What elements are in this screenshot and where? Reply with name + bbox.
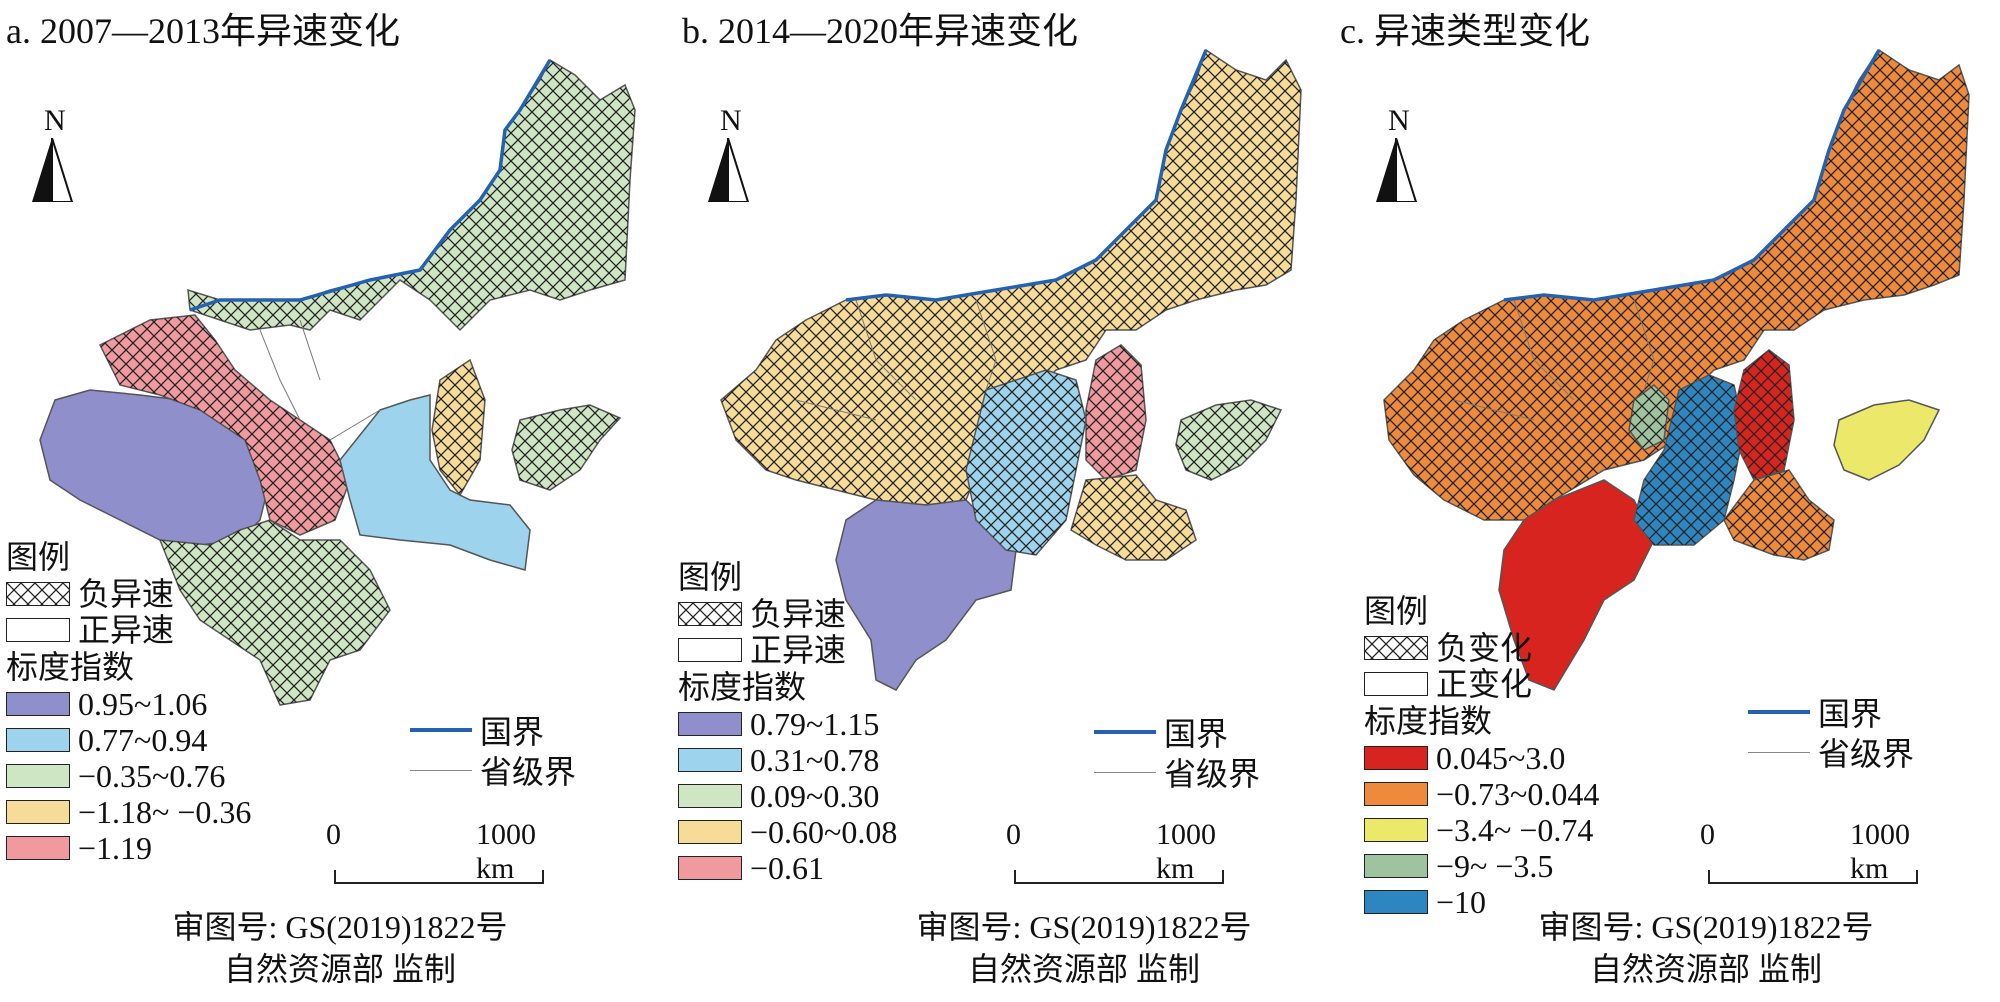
blank-swatch [678, 638, 742, 662]
scalebar-line [1014, 870, 1224, 884]
legend-class: 0.79~1.15 [678, 706, 897, 742]
map-c-svg [1383, 48, 1970, 691]
legend-pattern-hatch: 负异速 [678, 596, 897, 632]
north-arrow: N [30, 104, 80, 208]
region-east-yellow [1833, 399, 1941, 481]
review-number-a: 审图号: GS(2019)1822号 自然资源部 监制 [172, 909, 508, 987]
north-arrow: N [706, 104, 756, 208]
map-b-svg [720, 48, 1302, 691]
legend-class: −0.60~0.08 [678, 814, 897, 850]
national-line-swatch [1748, 710, 1810, 714]
legend-c: 图例 负变化 正变化 标度指数 0.045~3.0 −0.73~0.044 −3… [1364, 592, 1599, 920]
north-arrow-icon [708, 138, 750, 202]
north-arrow-icon [32, 138, 74, 202]
legend-class: −10 [1364, 884, 1599, 920]
legend-class: 0.31~0.78 [678, 742, 897, 778]
legend-class: −1.19 [6, 830, 251, 866]
legend-b: 图例 负异速 正异速 标度指数 0.79~1.15 0.31~0.78 0.09… [678, 558, 897, 886]
boundary-legend-c: 国界 省级界 [1748, 692, 1914, 772]
boundary-legend-a: 国界 省级界 [410, 710, 576, 790]
national-line-swatch [1094, 730, 1156, 734]
legend-pattern-blank: 正异速 [678, 632, 897, 668]
north-label: N [720, 104, 742, 137]
provincial-line-swatch [410, 769, 472, 771]
legend-class: −0.35~0.76 [6, 758, 251, 794]
map-panel-b: b. 2014—2020年异速变化 N 图例 负异速 正异速 标度指数 0.79… [676, 0, 1342, 1002]
blank-swatch [1364, 672, 1428, 696]
hatch-swatch [6, 582, 70, 606]
legend-class: −0.61 [678, 850, 897, 886]
legend-heading: 图例 [6, 539, 71, 575]
legend-pattern-blank: 正变化 [1364, 666, 1599, 702]
scalebar-line [334, 870, 544, 884]
legend-class: −3.4~ −0.74 [1364, 812, 1599, 848]
panel-title: a. 2007—2013年异速变化 [6, 11, 400, 51]
map-panel-c: c. 异速类型变化 N 图例 负变化 正变化 标度指数 0.045~3.0 −0… [1334, 0, 2000, 1002]
legend-class: −0.73~0.044 [1364, 776, 1599, 812]
north-arrow-icon [1376, 138, 1418, 202]
national-border-c [1503, 49, 1881, 302]
legend-pattern-hatch: 负变化 [1364, 630, 1599, 666]
region-south-red [1498, 479, 1655, 691]
hatch-swatch [1364, 636, 1428, 660]
scalebar-c: 0 1000 km [1700, 818, 1940, 888]
boundary-legend-b: 国界 省级界 [1094, 712, 1260, 792]
review-number-c: 审图号: GS(2019)1822号 自然资源部 监制 [1538, 909, 1874, 987]
legend-class: 0.95~1.06 [6, 686, 251, 722]
national-line-swatch [410, 728, 472, 732]
legend-heading: 图例 [1364, 593, 1429, 629]
scalebar-b: 0 1000 km [1006, 818, 1246, 888]
provincial-line-swatch [1748, 751, 1810, 753]
legend-class: −1.18~ −0.36 [6, 794, 251, 830]
scale-heading: 标度指数 [1364, 703, 1493, 739]
scalebar-line [1708, 870, 1918, 884]
region-central-blue [339, 394, 531, 571]
scalebar-a: 0 1000 km [326, 818, 566, 888]
scale-heading: 标度指数 [6, 649, 135, 685]
legend-a: 图例 负异速 正异速 标度指数 0.95~1.06 0.77~0.94 −0.3… [6, 538, 251, 866]
map-panel-a: a. 2007—2013年异速变化 N 图例 负异速 正异速 标度指数 0.95… [0, 0, 666, 1002]
legend-pattern-hatch: 负异速 [6, 576, 251, 612]
legend-class: 0.045~3.0 [1364, 740, 1599, 776]
legend-class: 0.77~0.94 [6, 722, 251, 758]
legend-heading: 图例 [678, 559, 743, 595]
north-label: N [1388, 104, 1410, 137]
scale-heading: 标度指数 [678, 669, 807, 705]
hatch-swatch [678, 602, 742, 626]
review-number-b: 审图号: GS(2019)1822号 自然资源部 监制 [916, 909, 1252, 987]
legend-class: −9~ −3.5 [1364, 848, 1599, 884]
panel-title: b. 2014—2020年异速变化 [682, 11, 1079, 51]
provincial-line-swatch [1094, 771, 1156, 773]
legend-class: 0.09~0.30 [678, 778, 897, 814]
national-border-a [189, 59, 552, 312]
north-arrow: N [1374, 104, 1424, 208]
national-border-b [845, 49, 1208, 302]
north-label: N [44, 104, 66, 137]
map-a-svg [39, 58, 636, 706]
legend-pattern-blank: 正异速 [6, 612, 251, 648]
panel-title: c. 异速类型变化 [1340, 11, 1590, 51]
blank-swatch [6, 618, 70, 642]
